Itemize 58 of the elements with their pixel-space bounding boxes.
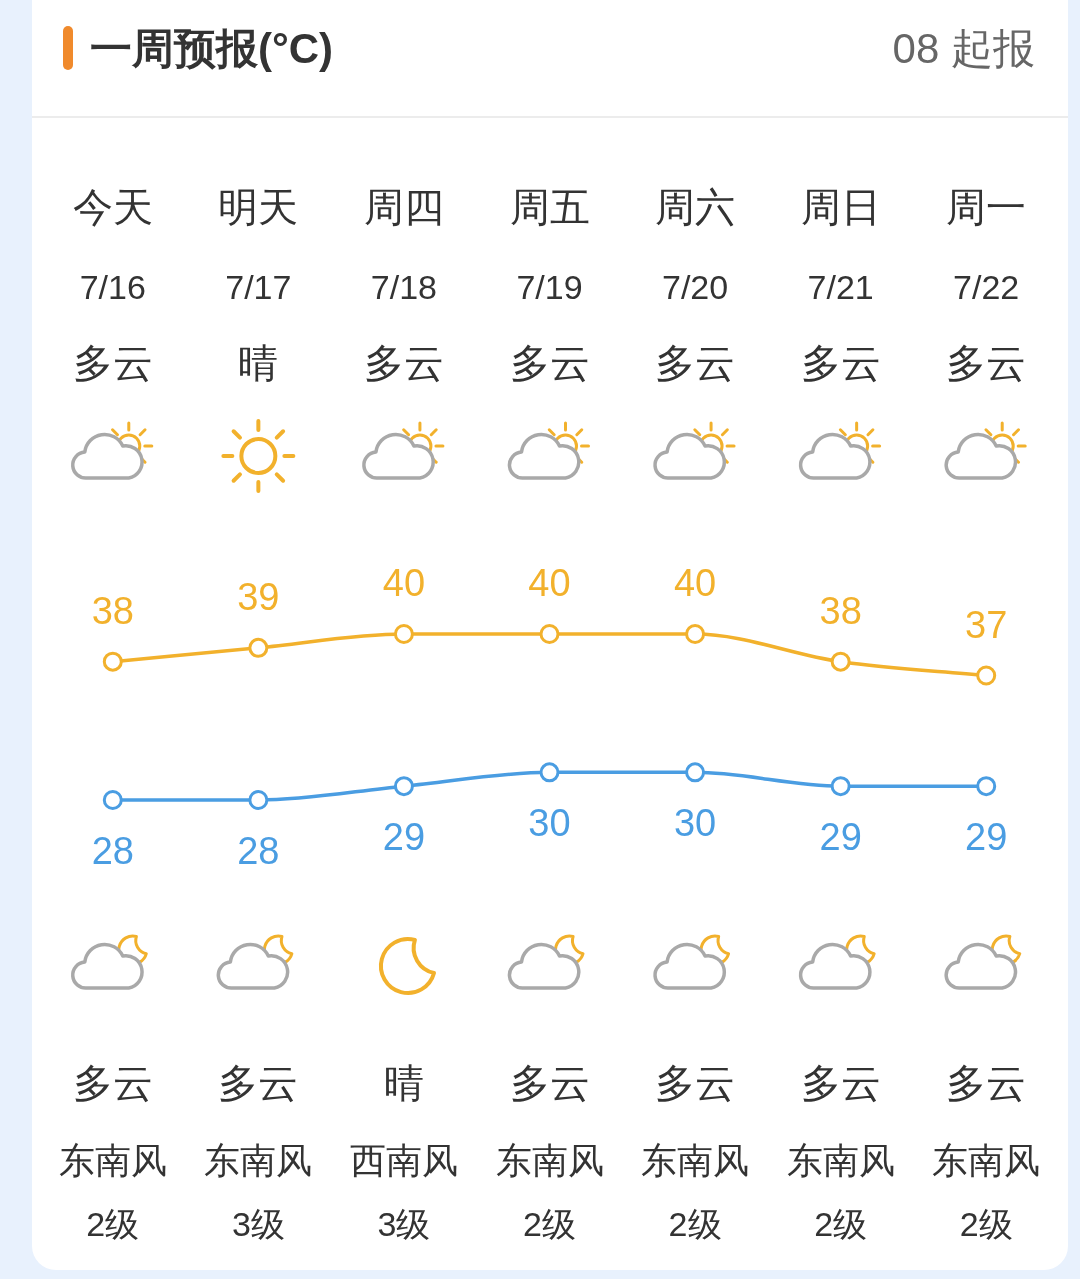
point: [102, 790, 123, 810]
point: [248, 790, 269, 810]
text: 多云: [72, 1061, 153, 1105]
text: 东南风: [932, 1139, 1041, 1181]
point: [830, 776, 851, 797]
text: 西南风: [349, 1139, 458, 1181]
text: 2级: [523, 1205, 576, 1243]
data-label: 28: [237, 830, 280, 872]
x-tick-label: 周日 7/21 多云: [800, 185, 881, 385]
text: 东南风: [58, 1139, 167, 1181]
text: 3级: [231, 1205, 285, 1243]
data-label: 28: [91, 830, 134, 872]
data-label: 40: [673, 562, 717, 604]
data-label: 29: [965, 816, 1008, 859]
text: 2级: [668, 1205, 722, 1243]
text: 东南风: [495, 1139, 604, 1181]
data-label: 37: [965, 603, 1008, 646]
data-label: 30: [673, 802, 717, 845]
text: 2级: [814, 1205, 868, 1243]
data-label: 29: [382, 816, 426, 859]
text: 多云: [509, 1061, 590, 1105]
chart-title: 一周预报(°C): [90, 24, 334, 72]
data-label: 40: [528, 562, 571, 604]
data-label: 38: [91, 589, 134, 632]
point: [248, 637, 269, 658]
text: 晴: [383, 1061, 424, 1105]
x-tick-label: 周六 7/20 多云: [655, 185, 736, 385]
x-tick-label: 明天 7/17 晴: [218, 185, 299, 385]
point: [685, 624, 706, 644]
x-tick-label: 周五 7/19 多云: [509, 185, 590, 385]
x-tick-label: 周一 7/22 多云: [946, 185, 1027, 385]
data-label: 38: [819, 589, 862, 632]
text: 多云: [655, 1061, 736, 1105]
x-tick-label: 今天 7/16 多云: [72, 185, 153, 385]
text: 2级: [86, 1205, 140, 1243]
data-label: 30: [528, 802, 571, 845]
text: 多云: [946, 1061, 1027, 1105]
text: 东南风: [204, 1139, 313, 1181]
data-label: 29: [819, 816, 862, 859]
point: [393, 776, 414, 797]
text: 多云: [800, 1061, 881, 1105]
text: 东南风: [641, 1139, 750, 1181]
text: 东南风: [786, 1139, 895, 1181]
text: 2级: [959, 1205, 1013, 1243]
point: [102, 651, 123, 672]
point: [393, 624, 414, 644]
data-label: 39: [237, 575, 280, 618]
point: [830, 651, 851, 672]
x-tick-label: 周四 7/18 多云: [363, 185, 444, 385]
point: [539, 762, 560, 783]
point: [685, 762, 706, 783]
text: 多云: [218, 1061, 299, 1105]
point: [539, 624, 560, 644]
chart-subtitle: 08 起报: [892, 24, 1035, 72]
point: [976, 665, 997, 686]
text: 3级: [377, 1205, 431, 1243]
data-label: 40: [382, 562, 426, 604]
point: [976, 776, 997, 797]
